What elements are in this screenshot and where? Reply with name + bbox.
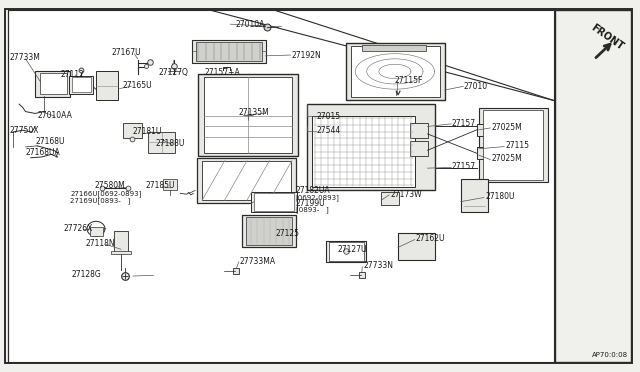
Bar <box>312 116 415 187</box>
Text: 27112: 27112 <box>61 70 84 79</box>
Bar <box>123 123 142 138</box>
Text: 27733N: 27733N <box>364 262 394 270</box>
Bar <box>192 40 266 63</box>
Bar <box>246 217 292 245</box>
Text: 27025M: 27025M <box>492 123 522 132</box>
Text: 27165U: 27165U <box>122 81 152 90</box>
Text: 27118N: 27118N <box>85 239 115 248</box>
Bar <box>8 10 554 362</box>
Text: 27010: 27010 <box>464 82 488 91</box>
Text: 27185U: 27185U <box>146 182 175 190</box>
Text: 27169U[0893-   ]: 27169U[0893- ] <box>70 197 131 203</box>
Bar <box>483 110 543 180</box>
Text: 27157+A: 27157+A <box>205 68 241 77</box>
Text: 27127U: 27127U <box>338 245 367 254</box>
Bar <box>69 76 93 94</box>
Text: 27168U: 27168U <box>35 137 65 146</box>
Bar <box>254 193 294 211</box>
Bar <box>198 74 298 156</box>
Bar <box>72 77 91 92</box>
Bar <box>90 227 103 236</box>
Bar <box>555 10 631 362</box>
Text: 27199U: 27199U <box>296 199 325 208</box>
Text: 27166U[0692-0893]: 27166U[0692-0893] <box>70 190 142 197</box>
Text: 27733MA: 27733MA <box>240 257 276 266</box>
Text: FRONT: FRONT <box>589 22 625 52</box>
Bar <box>35 71 70 97</box>
Text: 27157: 27157 <box>452 162 476 171</box>
Bar <box>114 231 128 253</box>
Text: 27173W: 27173W <box>390 190 422 199</box>
Text: 27544: 27544 <box>316 126 340 135</box>
Text: 27025M: 27025M <box>492 154 522 163</box>
Bar <box>196 42 262 61</box>
Bar <box>197 158 296 203</box>
Text: 27010A: 27010A <box>236 20 265 29</box>
Bar <box>410 123 428 138</box>
Text: 27127Q: 27127Q <box>159 68 189 77</box>
Text: 27192N: 27192N <box>291 51 321 60</box>
Bar <box>477 147 512 159</box>
Text: 27115: 27115 <box>506 141 530 150</box>
Text: 27015: 27015 <box>316 112 340 121</box>
Bar <box>477 124 512 136</box>
Text: 27168UA: 27168UA <box>26 148 60 157</box>
Text: 27580M: 27580M <box>95 182 125 190</box>
Bar <box>251 192 297 212</box>
Bar <box>307 104 435 190</box>
Text: 27125: 27125 <box>275 229 300 238</box>
Bar <box>410 141 428 156</box>
Text: 27180U: 27180U <box>485 192 515 201</box>
Text: 27162U: 27162U <box>416 234 445 243</box>
Text: 27750X: 27750X <box>10 126 39 135</box>
Bar <box>326 241 366 262</box>
Text: 27135M: 27135M <box>239 108 269 117</box>
Text: [0692-0893]: [0692-0893] <box>296 194 340 201</box>
Text: 27182UA: 27182UA <box>296 186 330 195</box>
Bar <box>381 192 399 205</box>
Bar <box>362 45 426 51</box>
Bar <box>461 179 488 212</box>
Text: 27128G: 27128G <box>72 270 101 279</box>
Text: [0893-   ]: [0893- ] <box>296 206 328 213</box>
Bar <box>163 179 177 190</box>
Bar <box>148 132 175 153</box>
Text: 27115F: 27115F <box>395 76 423 85</box>
Text: 27010AA: 27010AA <box>37 111 72 120</box>
Bar <box>40 73 67 94</box>
Bar <box>242 215 296 247</box>
Bar <box>479 108 548 182</box>
Text: AP70:0:08: AP70:0:08 <box>593 352 628 358</box>
Bar <box>351 46 440 97</box>
Bar <box>204 77 292 153</box>
Bar <box>346 43 445 100</box>
Text: 27167U: 27167U <box>112 48 141 57</box>
Bar <box>96 71 118 100</box>
Bar <box>398 233 435 260</box>
Bar <box>329 242 364 261</box>
Text: 27733M: 27733M <box>10 53 40 62</box>
Text: 27188U: 27188U <box>156 139 185 148</box>
Bar <box>202 161 291 200</box>
Text: 27157: 27157 <box>452 119 476 128</box>
Text: 27181U: 27181U <box>132 127 162 136</box>
Bar <box>111 251 131 254</box>
Text: 27726X: 27726X <box>64 224 93 233</box>
